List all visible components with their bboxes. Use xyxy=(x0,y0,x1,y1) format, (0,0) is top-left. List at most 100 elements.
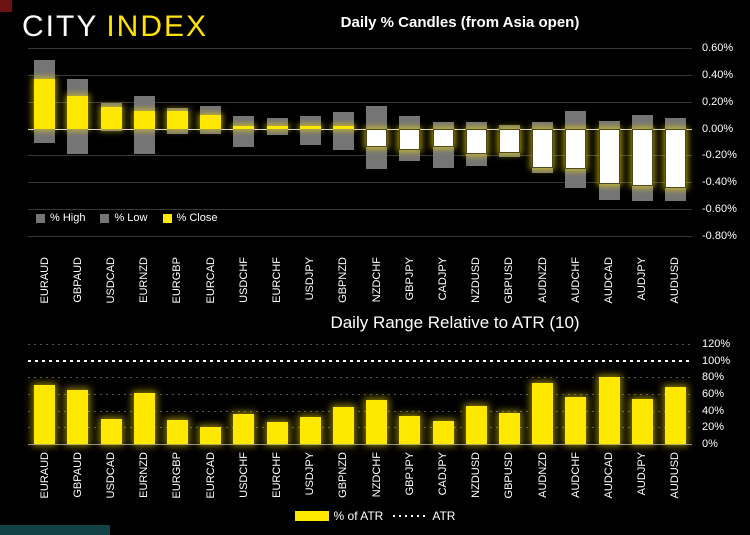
gridline-0.60% xyxy=(28,48,692,49)
candle-close-GBPUSD xyxy=(498,128,520,153)
x-axis-label-AUDJPY: AUDJPY xyxy=(636,452,649,496)
y-axis-tick: -0.40% xyxy=(702,176,737,189)
atr-bar-EURCAD xyxy=(200,426,222,444)
y-axis-tick: 40% xyxy=(702,404,725,417)
logo-city-text: CITY xyxy=(22,10,99,43)
legend-item-atr: ATR xyxy=(393,509,455,523)
legend-item-pct-of-atr: % of ATR xyxy=(294,509,384,523)
pct-of-atr-swatch-icon xyxy=(294,511,329,521)
y-axis-tick: 60% xyxy=(702,388,725,400)
gridline-80% xyxy=(28,377,692,379)
y-axis-tick: 0.20% xyxy=(702,95,734,108)
x-axis-label-AUDJPY: AUDJPY xyxy=(636,257,649,301)
x-axis-label-EURCAD: EURCAD xyxy=(204,257,217,304)
x-axis-label-EURCHF: EURCHF xyxy=(271,257,283,303)
x-axis-label-USDCAD: USDCAD xyxy=(105,452,117,499)
atr-bar-AUDJPY xyxy=(631,399,653,444)
x-axis-label-EURCAD: EURCAD xyxy=(204,452,217,499)
x-axis-label-NZDCHF: NZDCHF xyxy=(370,452,383,498)
atr-bar-GBPNZD xyxy=(332,406,354,444)
y-axis-tick: 20% xyxy=(702,421,725,434)
y-axis-tick: 0% xyxy=(702,438,718,450)
atr-bar-EURCHF xyxy=(266,421,288,444)
x-axis-label-AUDCAD: AUDCAD xyxy=(603,257,615,304)
atr-bar-GBPAUD xyxy=(67,389,89,444)
x-axis-label-EURGBP: EURGBP xyxy=(171,257,184,304)
atr-bar-AUDUSD xyxy=(664,387,686,444)
gridline--0.40% xyxy=(28,182,692,184)
legend-label-pct-of-atr: % of ATR xyxy=(333,509,384,523)
candle-range-GBPNZD xyxy=(332,112,354,151)
y-axis-tick: -0.60% xyxy=(702,203,737,216)
candle-close-GBPNZD xyxy=(332,125,354,129)
x-axis-label-NZDUSD: NZDUSD xyxy=(470,452,483,498)
high-swatch-icon xyxy=(36,213,45,223)
candle-close-NZDCHF xyxy=(366,128,388,148)
top-chart-title: Daily % Candles (from Asia open) xyxy=(340,14,580,31)
x-axis-label-GBPJPY: GBPJPY xyxy=(403,452,416,496)
x-axis-label-CADJPY: CADJPY xyxy=(437,452,449,496)
bottom-chart-title: Daily Range Relative to ATR (10) xyxy=(330,313,580,332)
candle-close-AUDJPY xyxy=(631,128,653,187)
x-axis-label-GBPAUD: GBPAUD xyxy=(71,452,84,498)
low-swatch-icon xyxy=(100,213,110,223)
candle-range-USDJPY xyxy=(299,116,321,145)
y-axis-tick: 0.40% xyxy=(702,68,734,81)
candle-close-AUDNZD xyxy=(532,128,554,168)
gridline-60% xyxy=(28,394,692,395)
gridline--0.80% xyxy=(28,236,692,237)
atr-bar-EURNZD xyxy=(133,393,155,444)
x-axis-label-AUDNZD: AUDNZD xyxy=(536,452,549,498)
candle-range-USDCHF xyxy=(233,116,255,148)
atr-bar-USDCAD xyxy=(100,419,122,444)
legend-label-low: % Low xyxy=(114,212,148,224)
bottom-chart-legend: % of ATR ATR xyxy=(0,509,750,523)
candle-close-USDJPY xyxy=(299,125,321,129)
x-axis-label-EURGBP: EURGBP xyxy=(171,452,184,499)
x-axis-label-AUDUSD: AUDUSD xyxy=(669,452,682,499)
gridline-0.00% xyxy=(28,128,692,130)
x-axis-label-AUDCHF: AUDCHF xyxy=(569,257,582,303)
y-axis-tick: 0.00% xyxy=(702,122,734,135)
corner-accent-square xyxy=(0,0,12,12)
candle-close-GBPAUD xyxy=(67,96,89,129)
candle-close-EURGBP xyxy=(166,111,188,129)
atr-bar-USDJPY xyxy=(299,417,321,444)
candle-close-EURCHF xyxy=(266,125,288,129)
atr-bar-USDCHF xyxy=(233,414,255,444)
x-axis-baseline xyxy=(28,444,692,445)
x-axis-label-GBPAUD: GBPAUD xyxy=(71,257,84,303)
candle-close-USDCAD xyxy=(100,107,122,129)
bottom-chart-plot-area: 120% 100% 80% 60% 40% 20% 0% EURAUD GBPAUD USDCAD… xyxy=(28,338,730,498)
atr-bar-AUDCHF xyxy=(565,396,587,444)
atr-bar-EURGBP xyxy=(166,419,188,444)
gridline-0.40% xyxy=(28,74,692,76)
legend-label-close: % Close xyxy=(176,212,218,224)
atr-bar-EURAUD xyxy=(34,384,56,444)
gridline--0.20% xyxy=(28,155,692,157)
x-axis-label-EURAUD: EURAUD xyxy=(38,452,51,499)
x-axis-label-USDCHF: USDCHF xyxy=(237,257,250,303)
gridline-120% xyxy=(28,344,692,345)
y-axis-tick: 100% xyxy=(702,354,731,367)
x-axis-label-USDJPY: USDJPY xyxy=(304,452,317,496)
atr-bar-AUDNZD xyxy=(532,383,554,444)
x-axis-label-NZDUSD: NZDUSD xyxy=(470,257,483,303)
candle-close-EURNZD xyxy=(133,111,155,129)
y-axis-tick: 0.60% xyxy=(702,42,734,54)
y-axis-tick: -0.80% xyxy=(702,230,737,242)
x-axis-label-AUDNZD: AUDNZD xyxy=(536,257,549,303)
x-axis-label-GBPNZD: GBPNZD xyxy=(337,257,350,303)
x-axis-label-USDJPY: USDJPY xyxy=(304,257,317,301)
atr-bar-CADJPY xyxy=(432,420,454,444)
y-axis-tick: 120% xyxy=(702,338,731,350)
legend-item-close: % Close xyxy=(162,212,218,224)
x-axis-label-GBPJPY: GBPJPY xyxy=(403,257,416,301)
x-axis-label-EURAUD: EURAUD xyxy=(38,257,51,304)
atr-bar-AUDCAD xyxy=(598,377,620,444)
gridline-20% xyxy=(28,427,692,429)
x-axis-label-NZDCHF: NZDCHF xyxy=(370,257,383,303)
candle-close-AUDUSD xyxy=(664,128,686,188)
x-axis-label-CADJPY: CADJPY xyxy=(437,257,449,301)
